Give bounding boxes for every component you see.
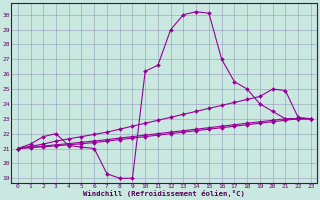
X-axis label: Windchill (Refroidissement éolien,°C): Windchill (Refroidissement éolien,°C) xyxy=(84,190,245,197)
